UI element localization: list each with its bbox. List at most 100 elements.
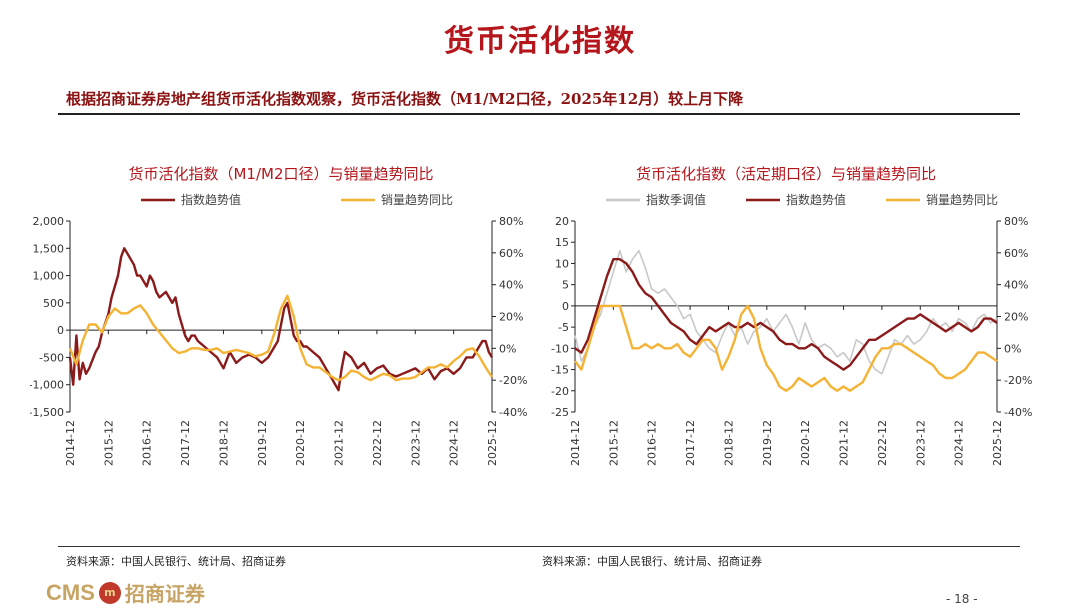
x-tick-label: 2025-12 — [486, 420, 499, 466]
x-tick-label: 2015-12 — [607, 420, 620, 466]
x-tick-label: 2020-12 — [294, 420, 307, 466]
series-line-0 — [574, 249, 998, 375]
x-tick-group: 2017-12 — [684, 420, 697, 466]
x-tick-label: 2025-12 — [991, 420, 1004, 466]
x-tick-label: 2019-12 — [761, 420, 774, 466]
right-tick-label: 20% — [499, 311, 523, 324]
x-tick-label: 2024-12 — [448, 420, 461, 466]
x-tick-label: 2016-12 — [141, 420, 154, 466]
x-tick-group: 2022-12 — [371, 420, 384, 466]
x-tick-group: 2017-12 — [179, 420, 192, 466]
logo-cn-text: 招商证券 — [124, 582, 205, 606]
left-tick-label: 2,000 — [33, 215, 65, 228]
legend-label-2: 销量趋势同比 — [926, 193, 998, 207]
right-tick-label: -40% — [499, 406, 527, 419]
x-tick-label: 2023-12 — [914, 420, 927, 466]
right-tick-label: 20% — [1004, 311, 1028, 324]
series-line-2 — [574, 304, 998, 393]
logo-cms-text: CMS — [46, 579, 95, 605]
chart-title: 货币活化指数（活定期口径）与销量趋势同比 — [636, 165, 936, 183]
left-tick-label: 1,500 — [33, 242, 65, 255]
left-tick-label: -1,000 — [30, 379, 64, 392]
x-tick-group: 2014-12 — [64, 420, 77, 466]
x-tick-group: 2023-12 — [409, 420, 422, 466]
x-tick-label: 2022-12 — [371, 420, 384, 466]
left-tick-label: 0 — [57, 324, 64, 337]
x-tick-group: 2024-12 — [953, 420, 966, 466]
x-tick-group: 2015-12 — [102, 420, 115, 466]
x-tick-label: 2022-12 — [876, 420, 889, 466]
x-tick-label: 2018-12 — [722, 420, 735, 466]
left-tick-label: 10 — [555, 257, 569, 270]
x-tick-group: 2015-12 — [607, 420, 620, 466]
x-tick-group: 2020-12 — [294, 420, 307, 466]
source-right: 资料来源：中国人民银行、统计局、招商证券 — [542, 555, 762, 568]
right-tick-label: -40% — [1004, 406, 1032, 419]
page-number: - 18 - — [946, 592, 978, 606]
left-tick-label: 15 — [555, 236, 569, 249]
x-tick-label: 2016-12 — [646, 420, 659, 466]
right-tick-label: 40% — [1004, 279, 1028, 292]
left-tick-label: 20 — [555, 215, 569, 228]
right-tick-label: 0% — [1004, 342, 1021, 355]
right-tick-label: -20% — [1004, 374, 1032, 387]
x-tick-label: 2018-12 — [217, 420, 230, 466]
x-tick-label: 2017-12 — [684, 420, 697, 466]
x-tick-group: 2023-12 — [914, 420, 927, 466]
left-tick-label: -1,500 — [30, 406, 64, 419]
legend-label-0: 指数趋势值 — [181, 192, 241, 207]
left-tick-label: -25 — [551, 406, 569, 419]
x-tick-group: 2020-12 — [799, 420, 812, 466]
legend-label-1: 指数趋势值 — [786, 192, 846, 207]
x-tick-group: 2022-12 — [876, 420, 889, 466]
x-tick-label: 2021-12 — [333, 420, 346, 466]
page-subtitle: 根据招商证券房地产组货币活化指数观察，货币活化指数（M1/M2口径，2025年1… — [66, 90, 744, 108]
left-tick-label: -20 — [551, 385, 569, 398]
source-left: 资料来源：中国人民银行、统计局、招商证券 — [66, 555, 286, 568]
x-tick-group: 2019-12 — [761, 420, 774, 466]
right-tick-label: 60% — [1004, 247, 1028, 260]
left-tick-label: 0 — [562, 300, 569, 313]
cms-logo: CMS m 招商证券 — [46, 578, 205, 607]
left-tick-label: 500 — [43, 297, 64, 310]
x-tick-label: 2015-12 — [102, 420, 115, 466]
x-tick-group: 2019-12 — [256, 420, 269, 466]
legend-label-1: 销量趋势同比 — [381, 193, 453, 207]
left-tick-label: -500 — [39, 351, 64, 364]
x-tick-group: 2021-12 — [838, 420, 851, 466]
x-tick-group: 2016-12 — [646, 420, 659, 466]
header-rule — [58, 113, 1020, 115]
chart-title: 货币活化指数（M1/M2口径）与销量趋势同比 — [128, 165, 433, 183]
chart-left: 货币活化指数（M1/M2口径）与销量趋势同比指数趋势值 销量趋势同比 2,000 1,… — [30, 155, 550, 485]
right-tick-label: 80% — [1004, 215, 1028, 228]
page-title: 货币活化指数 — [444, 24, 636, 59]
series-line-0 — [68, 247, 494, 392]
x-tick-group: 2021-12 — [333, 420, 346, 466]
x-tick-label: 2019-12 — [256, 420, 269, 466]
chart-right: 货币活化指数（活定期口径）与销量趋势同比 指数季调值 指数趋势值 销量趋势同比 20 15… — [535, 155, 1055, 485]
right-tick-label: -20% — [499, 374, 527, 387]
x-tick-label: 2014-12 — [64, 420, 77, 466]
right-tick-label: 80% — [499, 215, 523, 228]
x-tick-label: 2017-12 — [179, 420, 192, 466]
left-tick-label: -5 — [558, 321, 569, 334]
legend-label-0: 指数季调值 — [646, 192, 706, 207]
footer-rule — [58, 546, 1020, 547]
x-tick-group: 2018-12 — [722, 420, 735, 466]
x-tick-group: 2018-12 — [217, 420, 230, 466]
right-tick-label: 60% — [499, 247, 523, 260]
left-tick-label: -15 — [551, 364, 569, 377]
x-tick-group: 2016-12 — [141, 420, 154, 466]
logo-emblem-icon: m — [98, 581, 121, 604]
x-tick-group: 2024-12 — [448, 420, 461, 466]
series-line-1 — [68, 294, 493, 382]
x-tick-group: 2025-12 — [991, 420, 1004, 466]
x-tick-group: 2014-12 — [569, 420, 582, 466]
right-tick-label: 0% — [499, 342, 516, 355]
x-tick-label: 2021-12 — [838, 420, 851, 466]
x-tick-label: 2014-12 — [569, 420, 582, 466]
series-line-1 — [574, 257, 998, 371]
x-tick-group: 2025-12 — [486, 420, 499, 466]
